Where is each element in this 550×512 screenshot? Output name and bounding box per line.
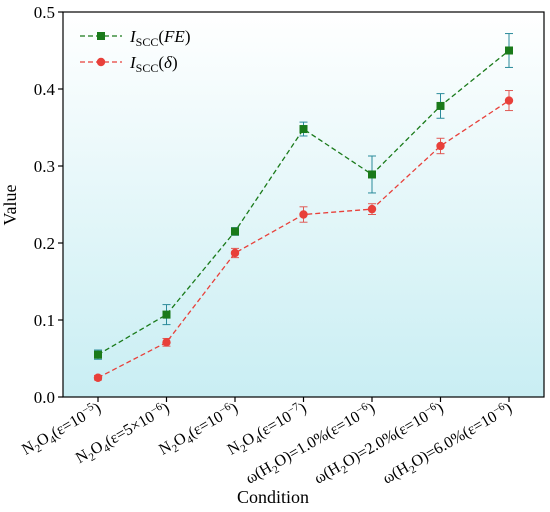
y-tick-label: 0.3	[34, 157, 55, 176]
y-tick-label: 0.5	[34, 3, 55, 22]
data-point	[436, 101, 445, 110]
legend-label: ISCC(δ)	[129, 53, 178, 75]
data-point	[368, 170, 376, 179]
x-tick-label: ω(H2O)=2.0%(ε=10−6)	[310, 398, 448, 490]
legend-label: ISCC(FE)	[129, 27, 190, 49]
data-point	[436, 141, 445, 151]
y-tick-label: 0.1	[34, 311, 55, 330]
y-axis-title: Value	[0, 184, 20, 225]
legend-item: ISCC(δ)	[80, 53, 178, 75]
y-tick-label: 0.2	[34, 234, 55, 253]
data-point	[231, 227, 239, 236]
data-point	[367, 204, 377, 214]
y-tick-label: 0.0	[34, 388, 55, 407]
data-point	[504, 96, 514, 105]
data-point	[299, 125, 308, 134]
y-tick-label: 0.4	[34, 80, 56, 99]
data-point	[230, 248, 240, 258]
data-point	[505, 46, 513, 55]
legend-item: ISCC(FE)	[80, 27, 190, 49]
data-point	[162, 338, 171, 347]
legend-marker	[96, 57, 106, 67]
plot-area	[63, 12, 544, 397]
data-point	[93, 373, 103, 382]
data-point	[162, 310, 171, 319]
x-tick-label: ω(H2O)=6.0%(ε=10−6)	[379, 398, 517, 490]
data-point	[299, 210, 308, 219]
x-axis-title: Condition	[237, 487, 309, 507]
data-point	[94, 350, 102, 359]
legend-marker	[97, 32, 105, 40]
